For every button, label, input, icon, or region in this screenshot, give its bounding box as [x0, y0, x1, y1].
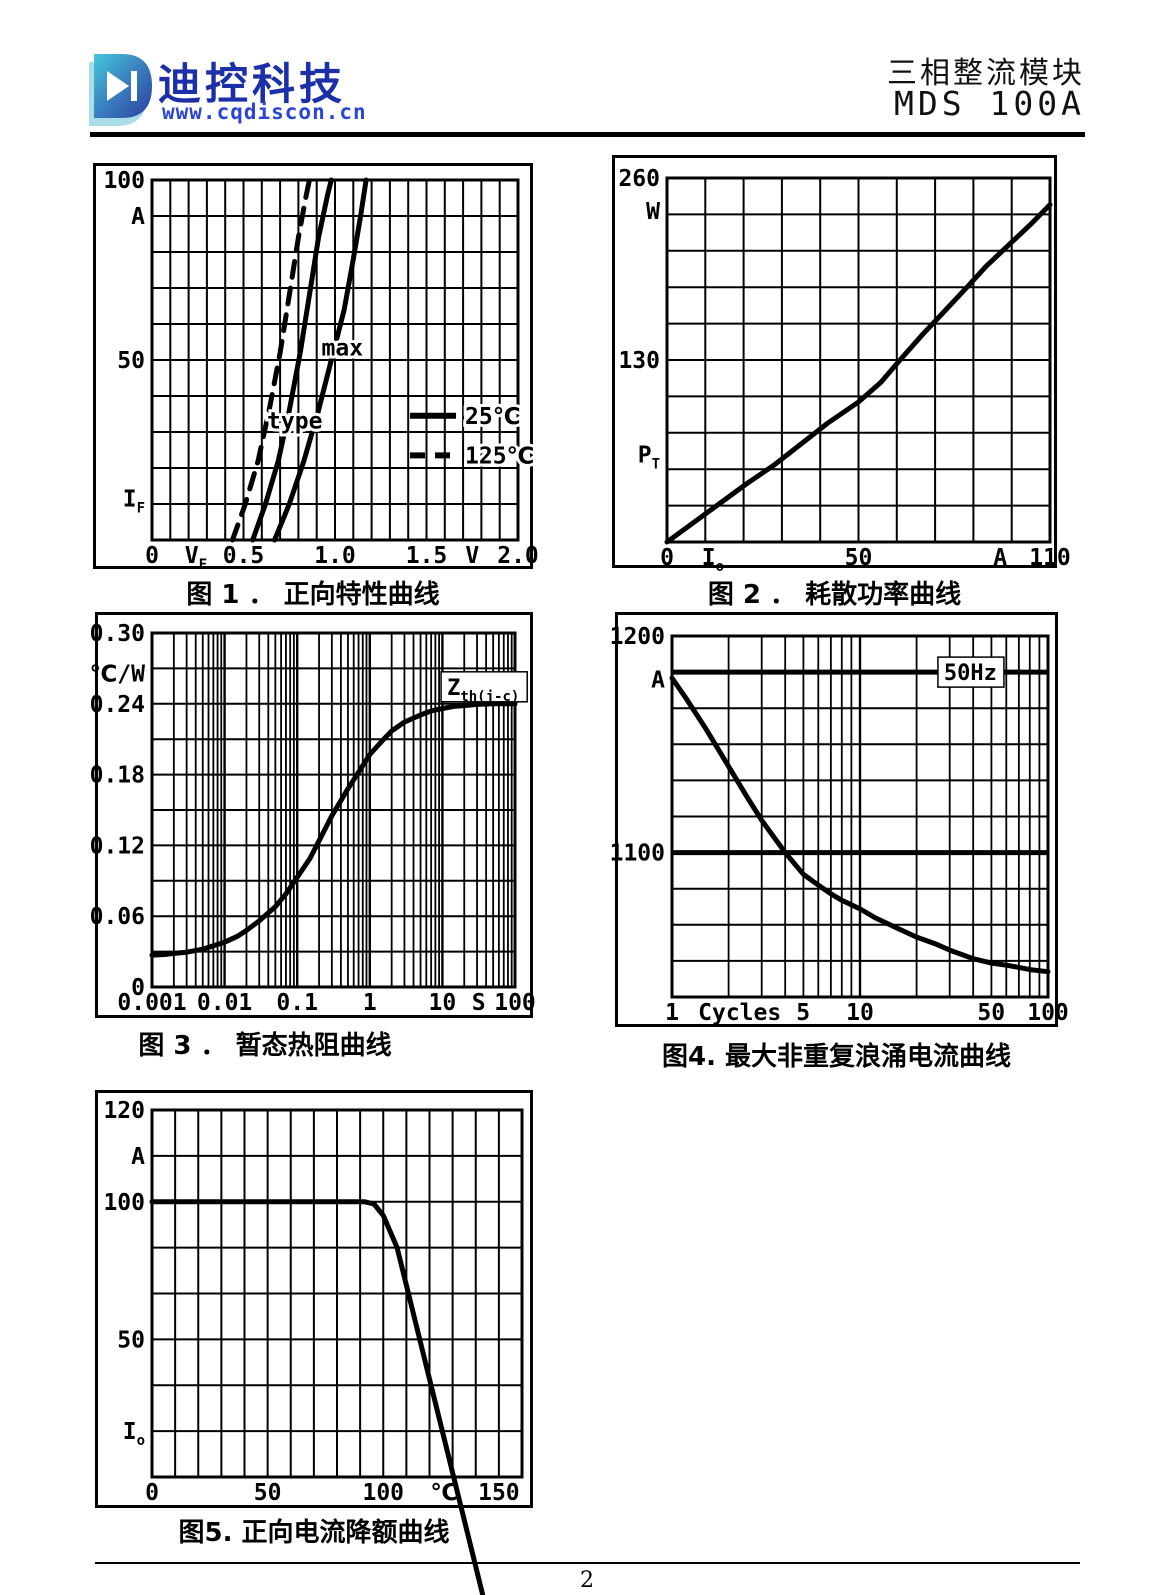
fig2-plot: 0 Io 50 A 110 260 W 130 PT — [618, 166, 1070, 575]
svg-text:0.1: 0.1 — [276, 990, 318, 1016]
svg-text:S: S — [472, 990, 486, 1016]
company-website: www.cqdiscon.cn — [162, 100, 367, 124]
header-rule — [90, 132, 1085, 137]
surge-current-chart: 1 Cycles 5 10 50 100 1200 A 1100 50Hz — [610, 612, 1069, 1027]
product-category-title: 三相整流模块 — [887, 56, 1085, 91]
svg-text:125℃: 125℃ — [465, 443, 534, 469]
svg-text:max: max — [322, 335, 364, 361]
svg-text:10: 10 — [429, 990, 457, 1016]
svg-text:2.0: 2.0 — [497, 543, 539, 569]
svg-text:0.06: 0.06 — [90, 904, 145, 930]
svg-text:120: 120 — [103, 1098, 145, 1124]
svg-text:50: 50 — [254, 1480, 282, 1506]
svg-text:260: 260 — [618, 166, 660, 192]
fig4-caption: 图4. 最大非重复浪涌电流曲线 — [661, 1042, 1012, 1072]
svg-text:0: 0 — [145, 1480, 159, 1506]
svg-text:Io: Io — [702, 545, 724, 575]
svg-text:100: 100 — [103, 1190, 145, 1216]
svg-text:1100: 1100 — [610, 841, 665, 867]
svg-text:1.0: 1.0 — [314, 543, 356, 569]
product-model-title: MDS 100A — [894, 84, 1085, 123]
svg-text:0.001: 0.001 — [117, 990, 186, 1016]
svg-text:1200: 1200 — [610, 624, 665, 650]
transient-thermal-impedance-chart: 0.001 0.01 0.1 1 10 S 100 0.30 ℃/W 0.24 0.18 0.12 0.… — [89, 612, 536, 1018]
svg-text:0.01: 0.01 — [197, 990, 252, 1016]
svg-text:PT: PT — [638, 443, 660, 473]
svg-text:A: A — [993, 545, 1007, 571]
svg-text:5: 5 — [796, 1000, 810, 1026]
svg-text:100: 100 — [362, 1480, 404, 1506]
svg-text:25℃: 25℃ — [465, 404, 521, 430]
power-dissipation-chart: 0 Io 50 A 110 260 W 130 PT — [612, 155, 1071, 575]
svg-text:0.24: 0.24 — [90, 692, 145, 718]
svg-text:0: 0 — [660, 545, 674, 571]
svg-text:50: 50 — [117, 1327, 145, 1353]
svg-text:0: 0 — [145, 543, 159, 569]
svg-text:50Hz: 50Hz — [944, 661, 997, 686]
svg-text:0.18: 0.18 — [90, 763, 145, 789]
fig3-caption: 图 3 ． 暂态热阻曲线 — [138, 1031, 392, 1061]
svg-text:150: 150 — [478, 1480, 520, 1506]
svg-text:W: W — [646, 199, 660, 225]
fig3-plot: 0.001 0.01 0.1 1 10 S 100 0.30 ℃/W 0.24 0.18 0.12 0.… — [89, 621, 535, 1016]
svg-text:VF: VF — [185, 543, 207, 573]
svg-text:Cycles: Cycles — [698, 1000, 781, 1026]
svg-text:110: 110 — [1029, 545, 1071, 571]
svg-text:100: 100 — [494, 990, 536, 1016]
svg-text:100: 100 — [103, 168, 145, 194]
fig1-plot: 0 VF 0.5 1.0 1.5 V 2.0 100 A 50 IF 25℃ 125℃ max type — [103, 168, 538, 573]
svg-text:V: V — [465, 543, 479, 569]
svg-text:130: 130 — [618, 348, 660, 374]
svg-text:0.5: 0.5 — [223, 543, 265, 569]
svg-text:10: 10 — [846, 1000, 874, 1026]
svg-text:50: 50 — [977, 1000, 1005, 1026]
svg-text:A: A — [651, 667, 665, 693]
svg-text:50: 50 — [845, 545, 873, 571]
svg-text:1: 1 — [665, 1000, 679, 1026]
footer-rule — [95, 1562, 1080, 1564]
fig2-caption: 图 2 ． 耗散功率曲线 — [707, 580, 962, 610]
brand-name: 迪控科技 — [158, 60, 346, 110]
svg-text:50: 50 — [117, 348, 145, 374]
svg-text:type: type — [267, 408, 322, 434]
company-logo-diode-icon — [89, 54, 152, 126]
svg-text:Io: Io — [123, 1419, 145, 1449]
forward-characteristic-chart: 0 VF 0.5 1.0 1.5 V 2.0 100 A 50 IF 25℃ 125℃ max type — [93, 163, 539, 573]
svg-text:0: 0 — [131, 975, 145, 1001]
page-number: 2 — [580, 1568, 594, 1593]
fig1-caption: 图 1 ． 正向特性曲线 — [186, 580, 440, 610]
svg-text:100: 100 — [1027, 1000, 1069, 1026]
svg-text:A: A — [131, 1144, 145, 1170]
fig5-caption: 图5. 正向电流降额曲线 — [178, 1518, 450, 1548]
svg-text:0.30: 0.30 — [90, 621, 145, 647]
svg-text:℃/W: ℃/W — [89, 662, 145, 688]
svg-text:1.5: 1.5 — [406, 543, 448, 569]
current-derating-chart: 0 50 100 ℃ 150 120 A 100 50 Io — [95, 1090, 533, 1595]
fig4-plot: 1 Cycles 5 10 50 100 1200 A 1100 50Hz — [610, 624, 1069, 1026]
svg-text:A: A — [131, 204, 145, 230]
svg-text:0.12: 0.12 — [90, 833, 145, 859]
svg-text:1: 1 — [363, 990, 377, 1016]
svg-text:IF: IF — [123, 487, 145, 517]
